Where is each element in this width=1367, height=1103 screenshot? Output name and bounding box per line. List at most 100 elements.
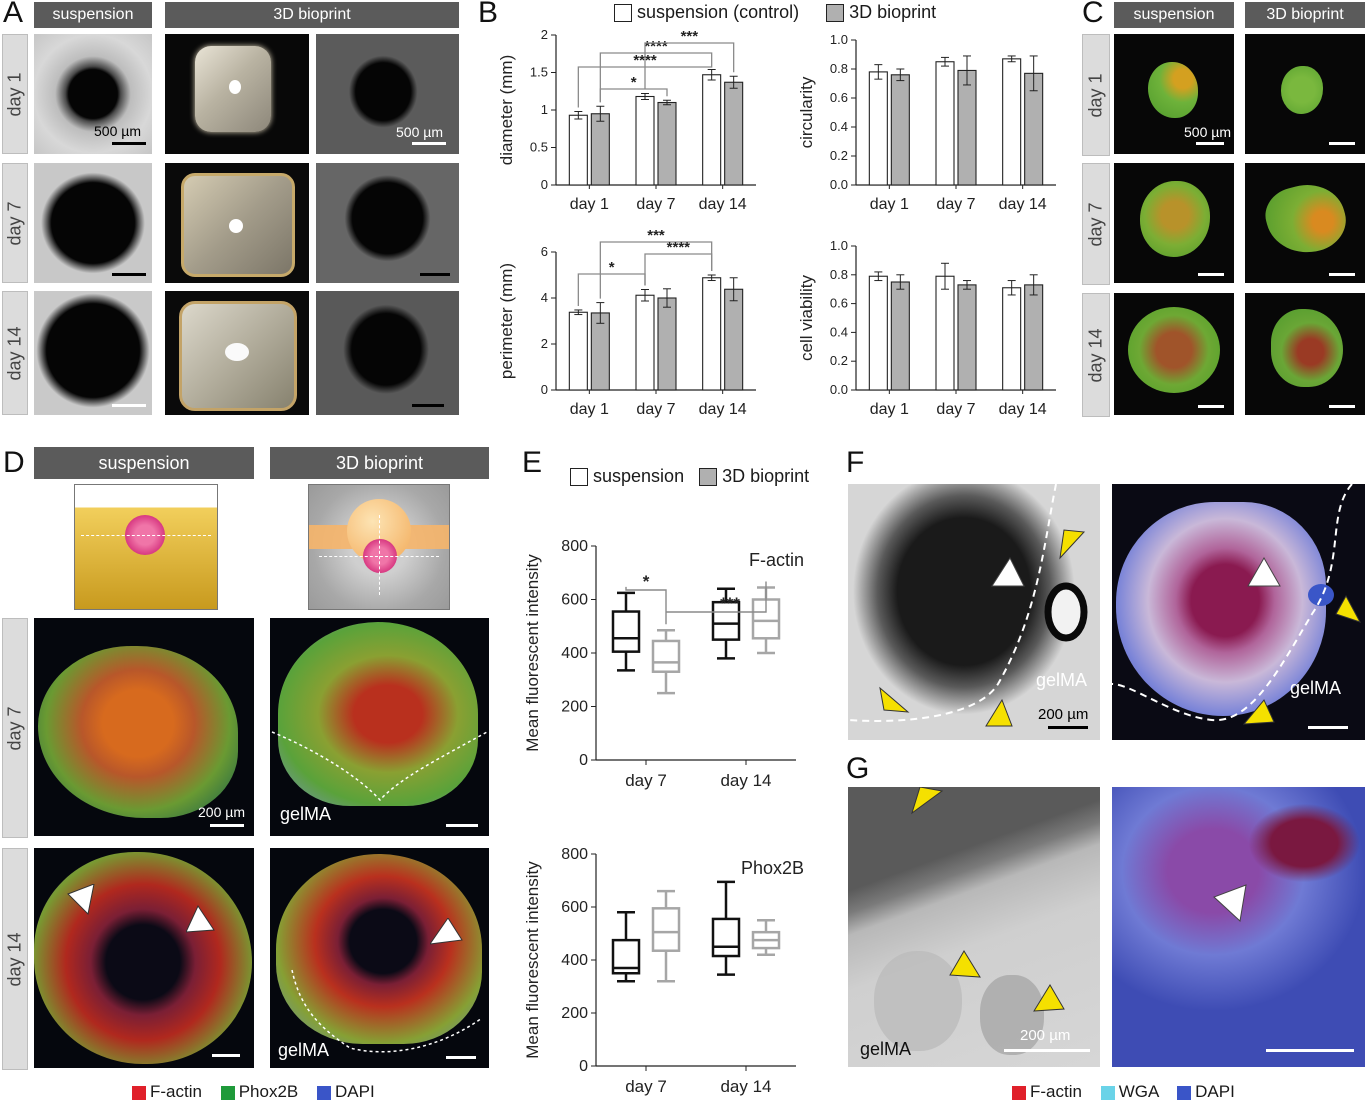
panel-a-row-day14: day 14	[2, 291, 28, 415]
legend-label: DAPI	[1195, 1082, 1235, 1101]
legend-label: F-actin	[150, 1082, 202, 1101]
scale-bar	[112, 404, 146, 407]
y-axis-label: circularity	[797, 76, 816, 148]
legend-swatch-dapi	[316, 1085, 331, 1100]
fluor-f: gelMA	[1112, 484, 1365, 740]
bar	[935, 275, 955, 391]
legend-label: Phox2B	[238, 1082, 299, 1101]
chart-circularity: 0.0 0.2 0.4 0.6 0.8 1.0 circularity day 1 day 7 d…	[797, 32, 1056, 213]
scale-bar	[1329, 273, 1355, 276]
bar	[890, 74, 910, 186]
x-tick-label: day 1	[870, 196, 909, 213]
gelma-label: gelMA	[860, 1039, 912, 1059]
legend-swatch-dapi	[1177, 1085, 1192, 1100]
significance-bracket	[625, 586, 667, 625]
panel-label-g: G	[846, 752, 870, 785]
y-tick-label: 0.2	[830, 148, 848, 163]
y-tick-label: 0.6	[830, 90, 848, 105]
panel-c-row-day14: day 14	[1082, 293, 1110, 417]
box	[611, 938, 641, 975]
panel-g-legend: F-actin WGA DAPI	[1012, 1082, 1235, 1102]
legend-label-suspension: suspension	[593, 466, 685, 486]
micrograph-a-bioprint-day1: 500 µm	[316, 34, 459, 154]
bar	[868, 71, 888, 186]
legend-swatch-phox2b	[220, 1085, 235, 1100]
legend-label: F-actin	[1030, 1082, 1082, 1101]
fluor-d-suspension-day7: 200 µm	[34, 618, 254, 836]
bar	[1002, 58, 1022, 186]
bar	[702, 74, 722, 186]
arrowhead-icon	[186, 904, 215, 933]
scale-bar	[412, 142, 446, 145]
panel-c-header-suspension: suspension	[1114, 2, 1234, 28]
y-tick-label: 800	[561, 846, 588, 863]
box	[651, 639, 681, 673]
x-tick-label: day 7	[625, 771, 667, 790]
significance-bracket	[577, 273, 646, 306]
scale-bar	[1329, 405, 1355, 408]
scale-bar	[1308, 726, 1348, 729]
y-tick-label: 2	[541, 28, 548, 42]
scale-bar	[212, 1054, 240, 1057]
y-axis-label: Mean fluorescent intensity	[523, 554, 542, 752]
arrowhead-icon	[1059, 529, 1086, 560]
y-tick-label: 0	[541, 382, 548, 397]
x-tick-label: day 1	[870, 401, 909, 418]
panel-a-header-suspension: suspension	[34, 2, 152, 28]
panel-e-legend: suspension 3D bioprint	[570, 466, 809, 487]
panel-label-c: C	[1082, 0, 1104, 29]
legend-label-bioprint: 3D bioprint	[849, 2, 937, 22]
panel-d-legend: F-actin Phox2B DAPI	[132, 1082, 375, 1102]
arrowhead-icon	[430, 918, 463, 945]
y-tick-label: 0.8	[830, 61, 848, 76]
chart-title: Phox2B	[741, 858, 804, 878]
fluor-c-suspension-day7	[1114, 163, 1234, 283]
scale-bar	[1266, 1049, 1354, 1052]
y-tick-label: 0.4	[830, 324, 848, 339]
x-tick-label: day 7	[936, 401, 975, 418]
gelma-label: gelMA	[1290, 678, 1342, 698]
x-tick-label: day 1	[570, 401, 609, 418]
fluor-d-suspension-day14	[34, 848, 254, 1068]
y-tick-label: 1.0	[830, 32, 848, 47]
legend-swatch-factin	[132, 1085, 146, 1100]
fluor-g	[1112, 787, 1365, 1067]
bar	[957, 284, 977, 391]
photo-a-bioprint-construct-day7	[165, 163, 309, 283]
significance-bracket	[599, 241, 713, 299]
bar	[724, 288, 744, 391]
y-tick-label: 0.2	[830, 353, 848, 368]
y-tick-label: 200	[561, 1005, 588, 1022]
x-tick-label: day 14	[999, 196, 1047, 213]
y-tick-label: 6	[541, 244, 548, 259]
photo-a-bioprint-construct-day14	[165, 291, 309, 415]
x-tick-label: day 14	[699, 196, 747, 213]
scale-label: 200 µm	[1020, 1027, 1071, 1044]
gelma-label: gelMA	[278, 1040, 330, 1060]
arrowhead-icon	[1033, 984, 1065, 1012]
panel-d-header-bioprint: 3D bioprint	[270, 447, 489, 479]
box	[711, 600, 741, 641]
fluor-c-bioprint-day14	[1245, 293, 1365, 415]
y-tick-label: 0.0	[830, 177, 848, 192]
box	[611, 610, 641, 653]
scale-bar	[446, 824, 478, 827]
y-tick-label: 600	[561, 592, 588, 609]
significance-bracket	[644, 253, 713, 286]
micrograph-a-suspension-day7	[34, 163, 152, 283]
bar	[868, 275, 888, 391]
significance-label: ***	[681, 28, 699, 45]
y-tick-label: 1.5	[530, 65, 548, 80]
x-tick-label: day 14	[999, 401, 1047, 418]
x-tick-label: day 14	[720, 1077, 771, 1096]
arrowhead-icon	[991, 556, 1025, 587]
panel-b-legend: suspension (control) 3D bioprint	[614, 2, 936, 23]
fluor-c-suspension-day14	[1114, 293, 1234, 415]
arrowhead-icon	[911, 787, 944, 815]
legend-swatch-control	[614, 4, 632, 23]
legend-swatch-bioprint	[699, 468, 718, 487]
y-tick-label: 0	[541, 177, 548, 192]
arrowhead-icon	[1213, 884, 1247, 922]
bar	[635, 95, 655, 186]
